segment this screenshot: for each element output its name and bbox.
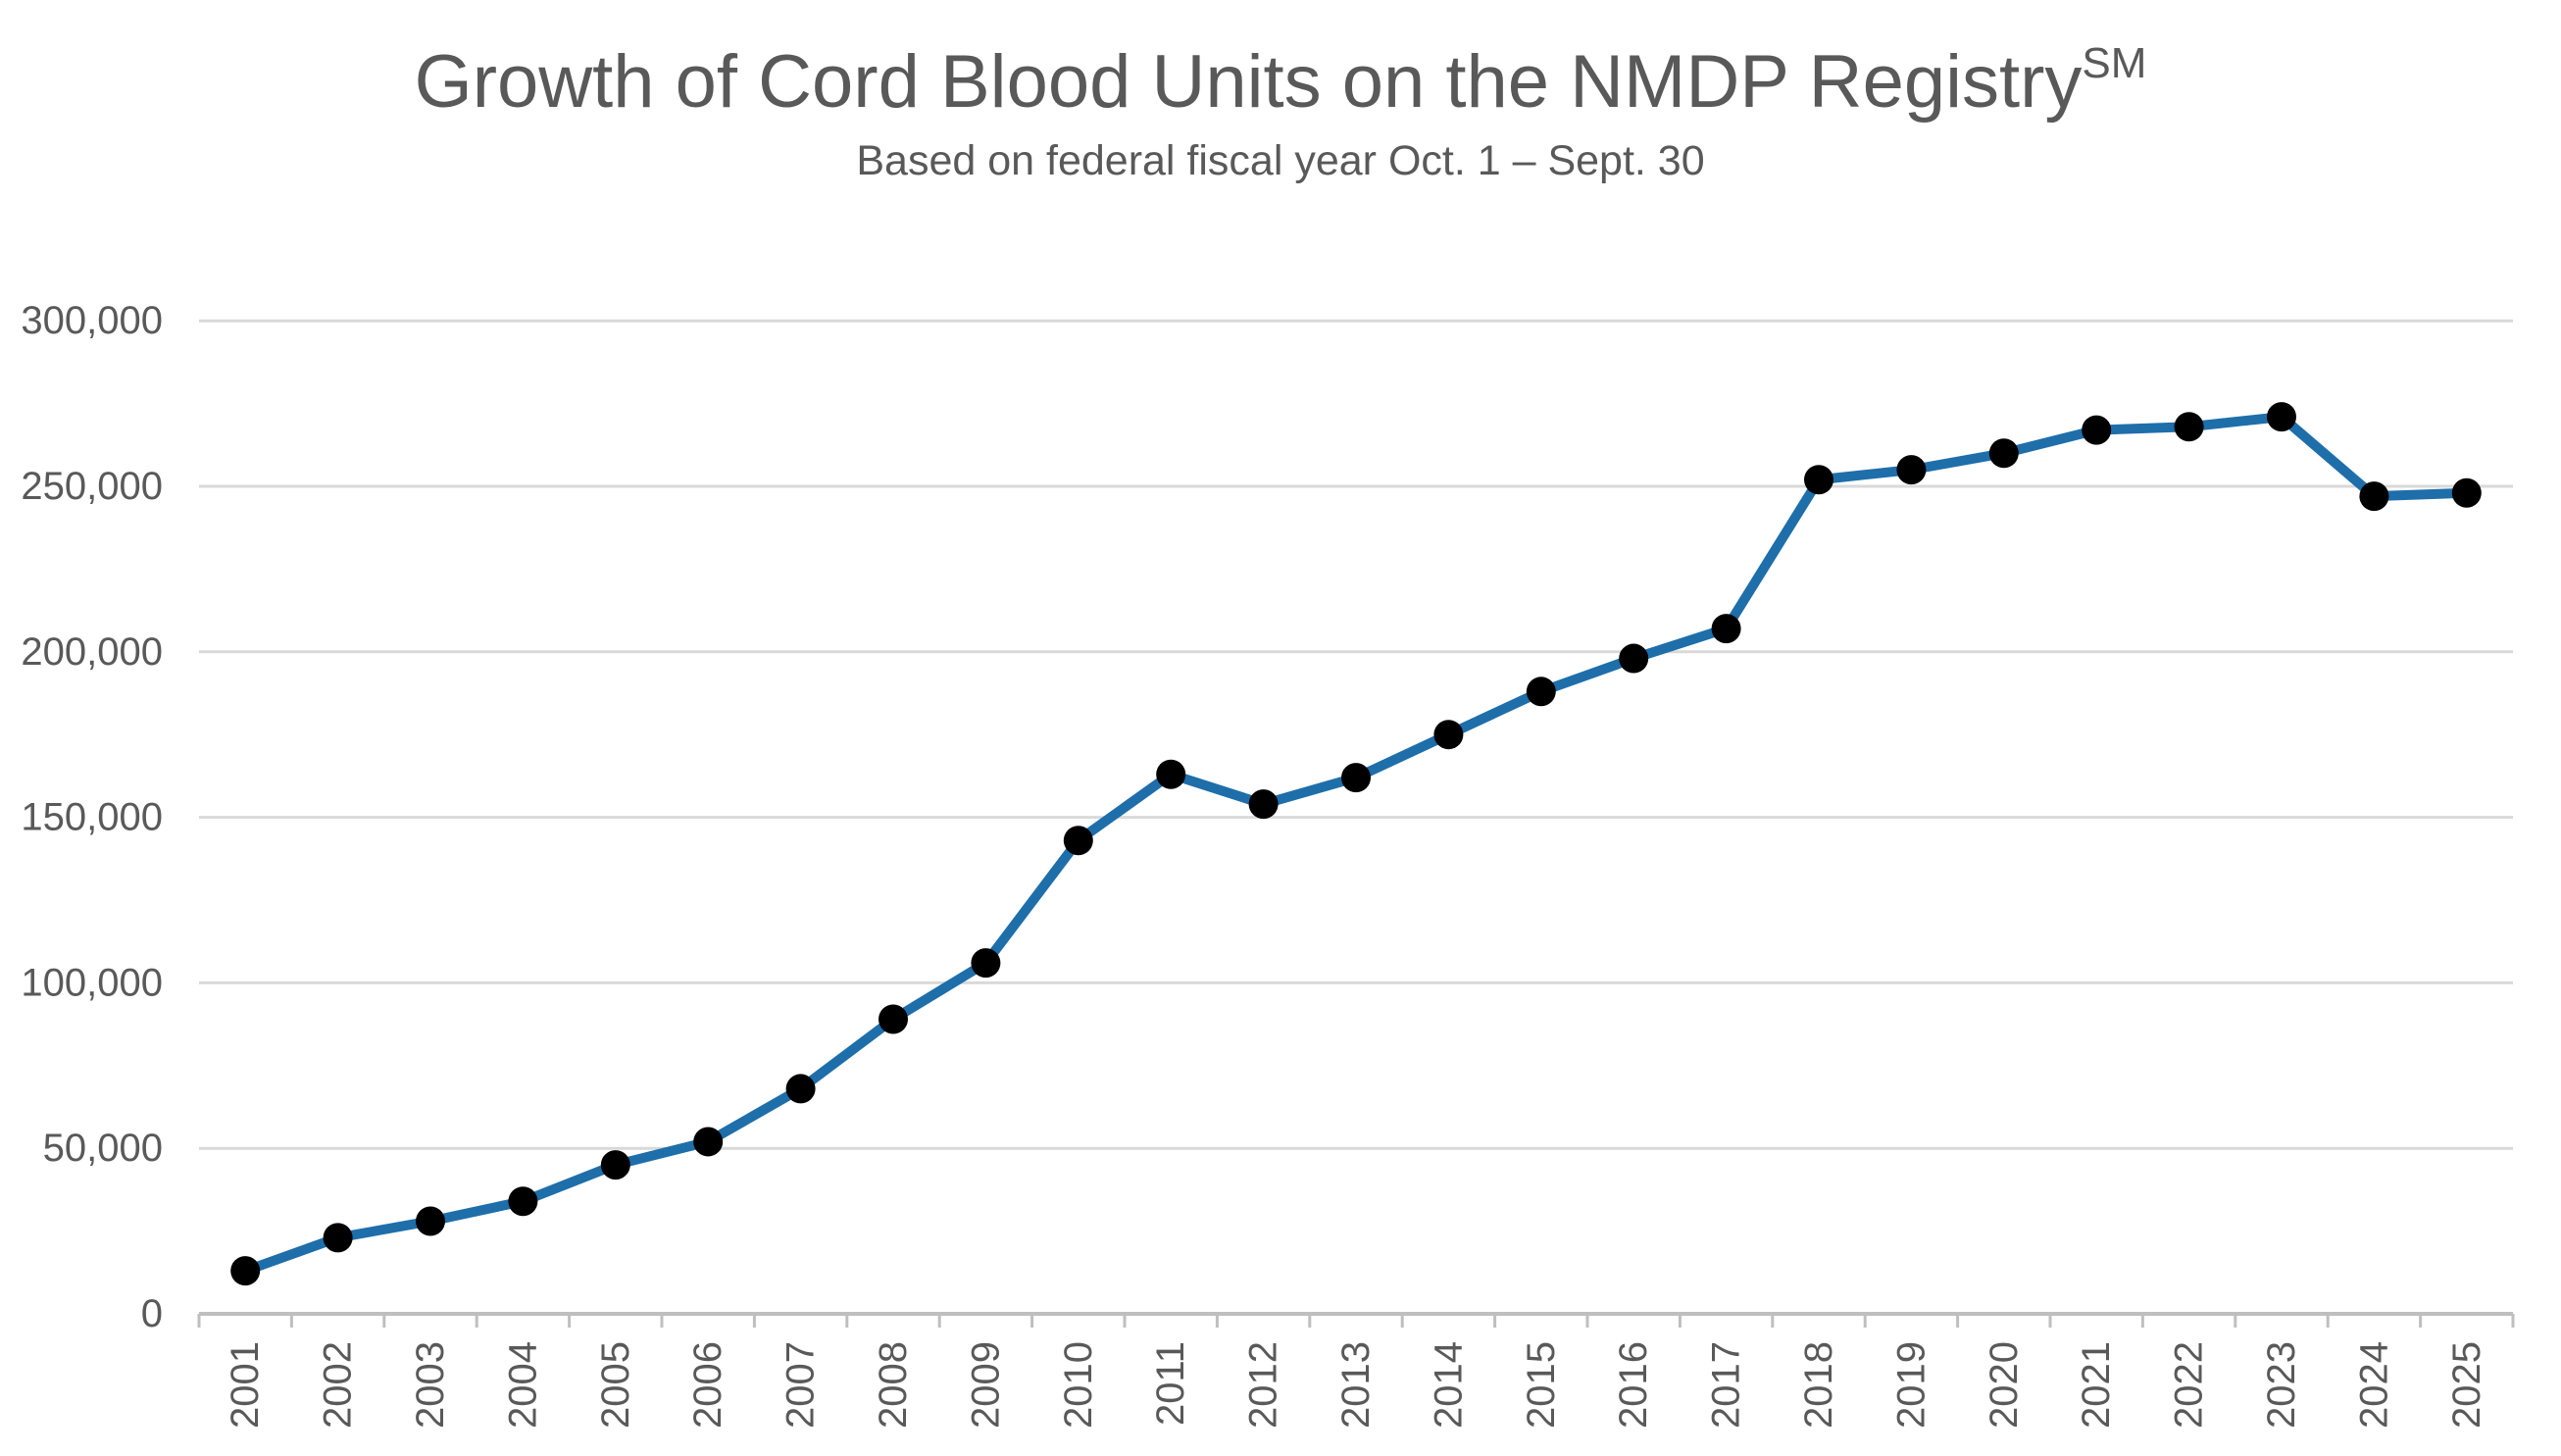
x-tick-label: 2010 [1057, 1341, 1100, 1429]
y-tick-label: 150,000 [21, 796, 163, 839]
data-point [2174, 412, 2204, 442]
series-line [240, 412, 2472, 1277]
data-point [1804, 465, 1833, 495]
data-point [230, 1256, 261, 1286]
data-point [2267, 402, 2296, 432]
x-tick-label: 2002 [317, 1341, 360, 1429]
data-point [1156, 759, 1186, 789]
chart-header: Growth of Cord Blood Units on the NMDP R… [0, 41, 2561, 185]
chart-subtitle: Based on federal fiscal year Oct. 1 – Se… [856, 137, 1705, 184]
data-point [785, 1074, 816, 1104]
x-tick-label: 2021 [2075, 1341, 2118, 1429]
x-tick-label: 2018 [1797, 1341, 1840, 1429]
data-point [1063, 826, 1093, 856]
y-tick-label: 300,000 [21, 299, 163, 342]
y-tick-label: 50,000 [43, 1127, 163, 1170]
x-tick-label: 2022 [2168, 1341, 2211, 1429]
data-point [1619, 643, 1649, 674]
x-tick-label: 2007 [779, 1341, 823, 1429]
x-tick-label: 2013 [1334, 1341, 1378, 1429]
x-tick-label: 2009 [964, 1341, 1007, 1429]
x-axis [197, 1312, 2515, 1328]
x-tick-label: 2017 [1705, 1341, 1748, 1429]
y-tick-label: 250,000 [21, 465, 163, 508]
x-tick-label: 2025 [2445, 1341, 2488, 1429]
x-tick-label: 2001 [224, 1341, 267, 1429]
x-tick-label: 2004 [501, 1341, 544, 1429]
x-tick-label: 2023 [2260, 1341, 2303, 1429]
data-point [693, 1127, 724, 1157]
chart-title: Growth of Cord Blood Units on the NMDP R… [0, 41, 2561, 124]
x-tick-label: 2006 [686, 1341, 729, 1429]
x-tick-label: 2005 [594, 1341, 637, 1429]
x-tick-label: 2011 [1149, 1341, 1192, 1426]
x-tick-label: 2014 [1427, 1341, 1470, 1429]
y-tick-label: 200,000 [21, 630, 163, 674]
data-point [1248, 789, 1279, 820]
data-point [1988, 438, 2019, 469]
x-tick-label: 2016 [1612, 1341, 1655, 1429]
x-tick-label: 2015 [1520, 1341, 1563, 1429]
x-axis-labels: 2001 2002 2003 2004 2005 2006 2007 2008 2009 2010… [224, 1341, 2488, 1429]
data-point [1433, 720, 1464, 750]
x-tick-label: 2012 [1242, 1341, 1285, 1429]
data-point [1711, 614, 1741, 644]
series-cord-blood-units [240, 412, 2472, 1277]
x-tick-label: 2019 [1889, 1341, 1933, 1429]
series-markers [230, 402, 2482, 1286]
y-tick-label: 100,000 [21, 961, 163, 1004]
data-point [323, 1223, 353, 1253]
gridlines [199, 319, 2513, 1150]
data-point [2082, 415, 2112, 445]
data-point [2359, 481, 2389, 512]
chart-title-text: Growth of Cord Blood Units on the NMDP R… [414, 40, 2083, 124]
chart-title-superscript: SM [2082, 39, 2147, 87]
data-point [879, 1004, 908, 1034]
x-tick-label: 2003 [409, 1341, 452, 1429]
data-point [508, 1186, 538, 1217]
data-point [1896, 455, 1927, 485]
data-point [1341, 763, 1371, 793]
x-tick-label: 2020 [1983, 1341, 2026, 1429]
y-tick-label: 0 [141, 1292, 163, 1335]
data-point [416, 1206, 445, 1236]
y-axis-labels: 0 50,000 100,000 150,000 200,000 250,000 300,0… [21, 299, 163, 1335]
data-point [2451, 477, 2482, 508]
x-tick-label: 2024 [2352, 1341, 2395, 1429]
x-tick-label: 2008 [872, 1341, 915, 1429]
data-point [971, 948, 1001, 979]
data-point [1526, 677, 1556, 707]
data-point [600, 1150, 630, 1180]
